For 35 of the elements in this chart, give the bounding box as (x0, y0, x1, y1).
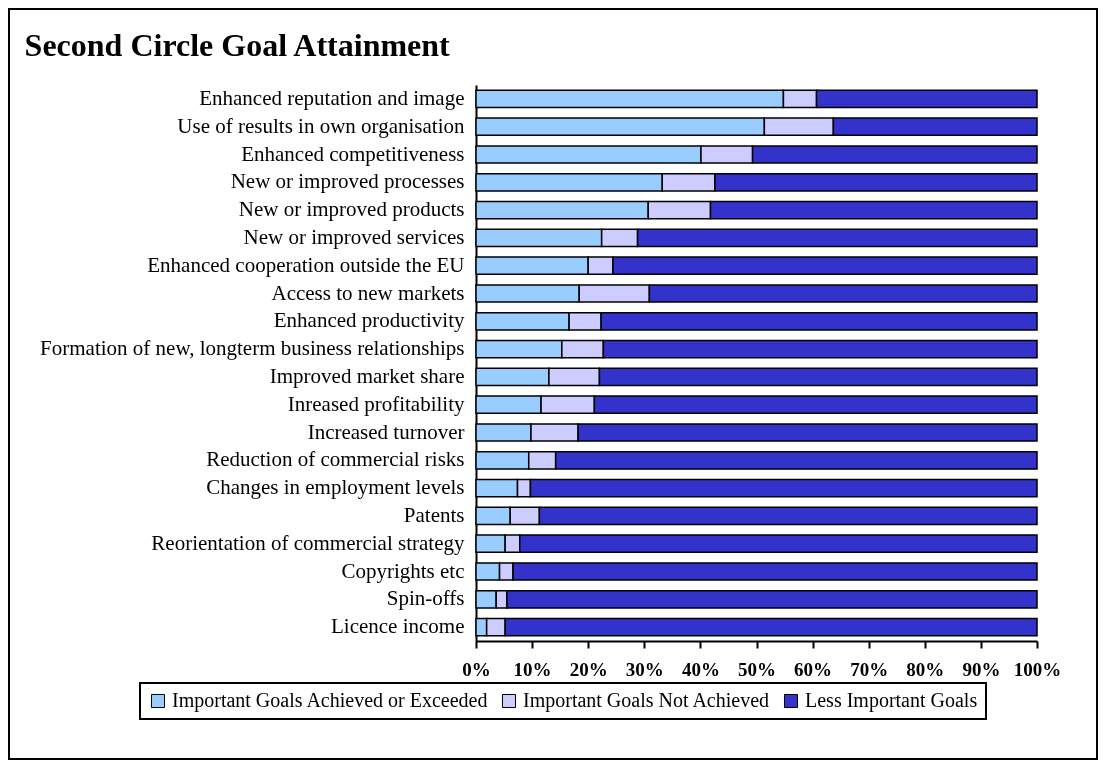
y-tick-label: Formation of new, longterm business relationships (40, 336, 465, 361)
y-tick-label: Increased turnover (307, 419, 465, 444)
y-tick-label: Patents (403, 502, 465, 527)
x-tick-label: 40% (681, 658, 720, 680)
y-tick-label: Spin-offs (386, 586, 465, 611)
x-tick-label: 0% (462, 658, 491, 680)
y-tick-label: Reduction of commercial risks (206, 447, 465, 472)
y-tick-label: Inreased profitability (287, 391, 465, 416)
x-tick-label: 60% (794, 658, 833, 680)
x-tick-label: 70% (850, 658, 889, 680)
legend-label: Important Goals Achieved or Exceeded (172, 689, 488, 712)
y-tick-label: Enhanced reputation and image (199, 85, 465, 110)
y-tick-label: Changes in employment levels (206, 475, 465, 500)
y-tick-label: New or improved products (238, 197, 465, 222)
legend-label: Less Important Goals (805, 689, 978, 712)
y-tick-label: Use of results in own organisation (177, 113, 465, 138)
legend-label: Important Goals Not Achieved (523, 689, 770, 712)
x-tick-label: 50% (738, 658, 776, 680)
y-tick-label: Reorientation of commercial strategy (151, 530, 465, 555)
y-tick-label: Enhanced competitiveness (241, 141, 465, 166)
x-tick-label: 90% (962, 658, 1001, 680)
x-tick-label: 30% (625, 658, 664, 680)
x-tick-label: 10% (513, 658, 552, 680)
x-tick-label: 20% (569, 658, 608, 680)
x-tick-label: 100% (1013, 658, 1062, 680)
y-tick-label: Copyrights etc (341, 558, 465, 583)
y-tick-label: Improved market share (269, 363, 465, 388)
y-tick-label: Enhanced productivity (273, 308, 465, 333)
y-tick-label: Enhanced cooperation outside the EU (147, 252, 465, 277)
y-tick-label: Licence income (330, 614, 465, 639)
y-tick-label: New or improved processes (230, 169, 465, 194)
y-tick-label: Access to new markets (271, 280, 465, 305)
x-tick-label: 80% (906, 658, 945, 680)
y-tick-label: New or improved services (243, 224, 465, 249)
chart-title: Second Circle Goal Attainment (24, 27, 451, 63)
